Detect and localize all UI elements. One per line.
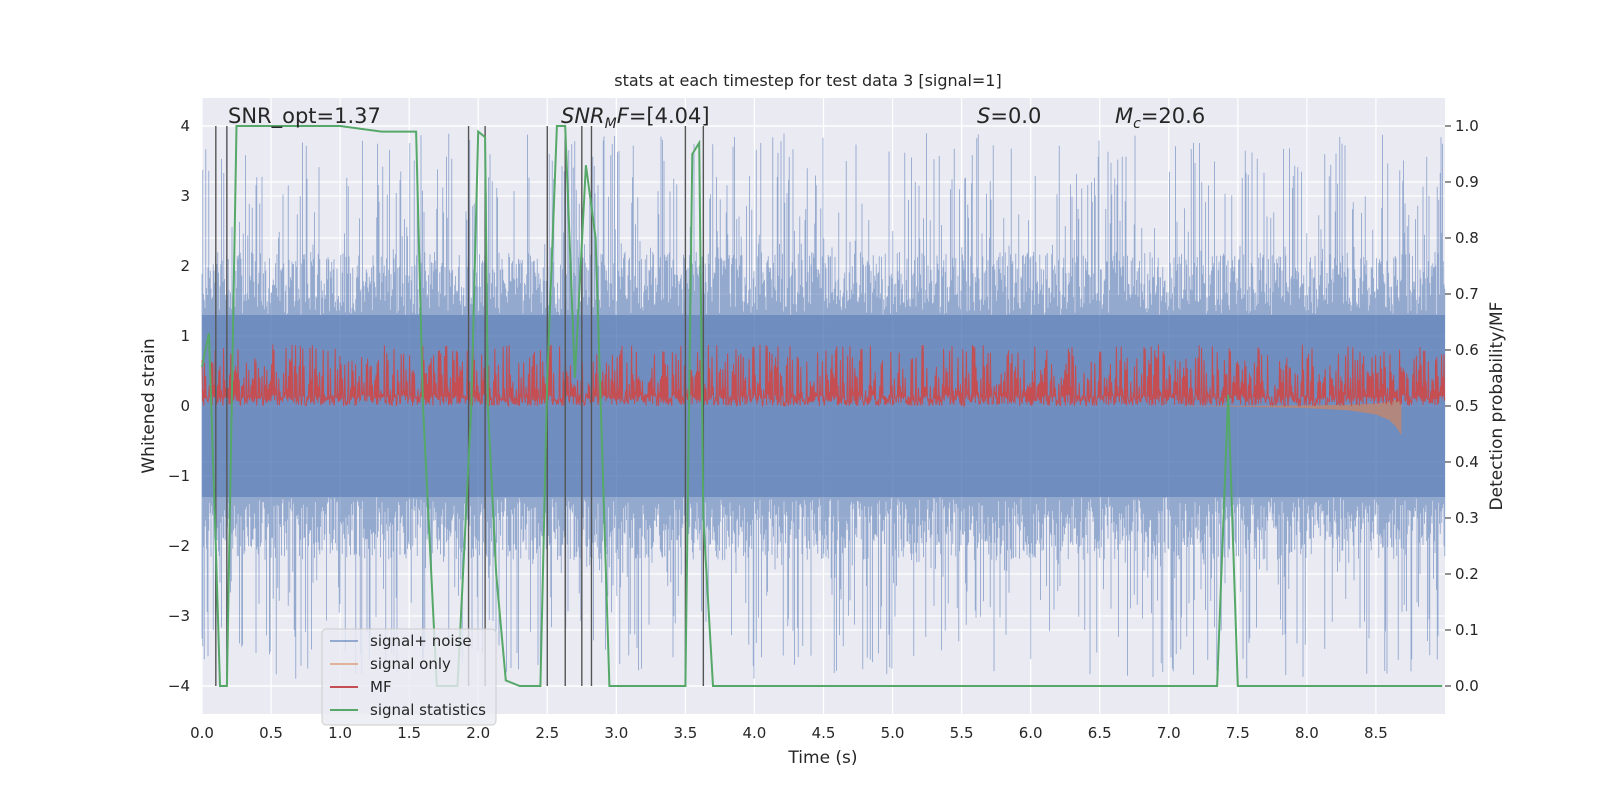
x-tick-label: 8.5 xyxy=(1364,724,1388,742)
y-tick-label: 2 xyxy=(180,257,190,275)
y-right-tick-label: 0.8 xyxy=(1455,229,1479,247)
y-right-tick-label: 0.9 xyxy=(1455,173,1479,191)
axis-ticks: 0.0 0.5 1.0 1.5 2.0 2.5 3.0 3.5 4.0 4.5 5.0 5.5 6.0 6… xyxy=(168,117,1479,742)
x-tick-label: 7.0 xyxy=(1157,724,1181,742)
x-tick-label: 2.5 xyxy=(535,724,559,742)
x-tick-label: 3.5 xyxy=(673,724,697,742)
y-tick-label: −3 xyxy=(168,607,190,625)
annotation-s: S=0.0 xyxy=(977,104,1041,128)
annotation-mc-label: M xyxy=(1115,104,1133,128)
y-axis-right-label: Detection probability/MF xyxy=(1487,302,1507,511)
x-axis-label: Time (s) xyxy=(787,748,857,768)
y-tick-label: 3 xyxy=(180,187,190,205)
annotation-s-value: =0.0 xyxy=(990,104,1041,128)
annotation-snr-mf-sub: M xyxy=(605,116,617,132)
annotation-snr-mf: SNRMF=[4.04] xyxy=(561,104,710,132)
x-tick-label: 6.5 xyxy=(1088,724,1112,742)
legend-label-mf: MF xyxy=(370,678,392,696)
annotation-mc: Mc=20.6 xyxy=(1115,104,1205,132)
x-tick-label: 5.0 xyxy=(881,724,905,742)
annotation-mc-sub: c xyxy=(1133,116,1141,132)
statistics-line xyxy=(201,125,1443,687)
series-signal-statistics xyxy=(201,125,1443,687)
x-tick-label: 0.5 xyxy=(259,724,283,742)
x-tick-label: 0.0 xyxy=(190,724,214,742)
x-tick-label: 8.0 xyxy=(1295,724,1319,742)
x-tick-label: 3.0 xyxy=(604,724,628,742)
annotation-snr-mf-value: =[4.04] xyxy=(629,104,710,128)
x-tick-label: 6.0 xyxy=(1019,724,1043,742)
legend-label-signal-only: signal only xyxy=(370,655,451,673)
annotation-snr-mf-base: SNR xyxy=(561,104,605,128)
y-tick-label: −1 xyxy=(168,467,190,485)
series-signal-only xyxy=(1173,397,1402,434)
annotation-mc-value: =20.6 xyxy=(1141,104,1205,128)
y-tick-label: 0 xyxy=(180,397,190,415)
annotation-s-label: S xyxy=(977,104,990,128)
y-right-tick-label: 0.3 xyxy=(1455,509,1479,527)
signal-only-trace xyxy=(1173,397,1402,434)
x-tick-label: 2.0 xyxy=(466,724,490,742)
y-right-tick-label: 0.0 xyxy=(1455,677,1479,695)
y-axis-label: Whitened strain xyxy=(139,338,159,473)
y-tick-label: −4 xyxy=(168,677,190,695)
y-right-tick-label: 1.0 xyxy=(1455,117,1479,135)
annotation-snr-opt: SNR_opt=1.37 xyxy=(228,104,381,129)
annotations: SNR_opt=1.37 SNRMF=[4.04] S=0.0 Mc=20.6 xyxy=(228,104,1205,132)
legend-label-noise: signal+ noise xyxy=(370,632,472,650)
y-tick-label: 1 xyxy=(180,327,190,345)
y-tick-label: 4 xyxy=(180,117,190,135)
y-right-tick-label: 0.7 xyxy=(1455,285,1479,303)
x-tick-label: 4.5 xyxy=(812,724,836,742)
x-tick-label: 4.0 xyxy=(743,724,767,742)
legend-label-statistics: signal statistics xyxy=(370,701,486,719)
y-right-tick-label: 0.4 xyxy=(1455,453,1479,471)
y-right-tick-label: 0.5 xyxy=(1455,397,1479,415)
y-right-tick-label: 0.6 xyxy=(1455,341,1479,359)
y-right-tick-label: 0.1 xyxy=(1455,621,1479,639)
y-right-tick-label: 0.2 xyxy=(1455,565,1479,583)
chart-title: stats at each timestep for test data 3 [… xyxy=(614,71,1001,90)
x-tick-label: 1.5 xyxy=(397,724,421,742)
mf-trace xyxy=(201,344,1446,408)
legend-box xyxy=(321,628,497,726)
x-tick-label: 1.0 xyxy=(328,724,352,742)
x-tick-label: 7.5 xyxy=(1226,724,1250,742)
legend: signal+ noise signal only MF signal stat… xyxy=(321,628,497,726)
y-tick-label: −2 xyxy=(168,537,190,555)
annotation-snr-mf-tail: F xyxy=(617,104,630,128)
vertical-markers xyxy=(215,126,705,686)
x-tick-label: 5.5 xyxy=(950,724,974,742)
series-mf xyxy=(201,344,1446,408)
